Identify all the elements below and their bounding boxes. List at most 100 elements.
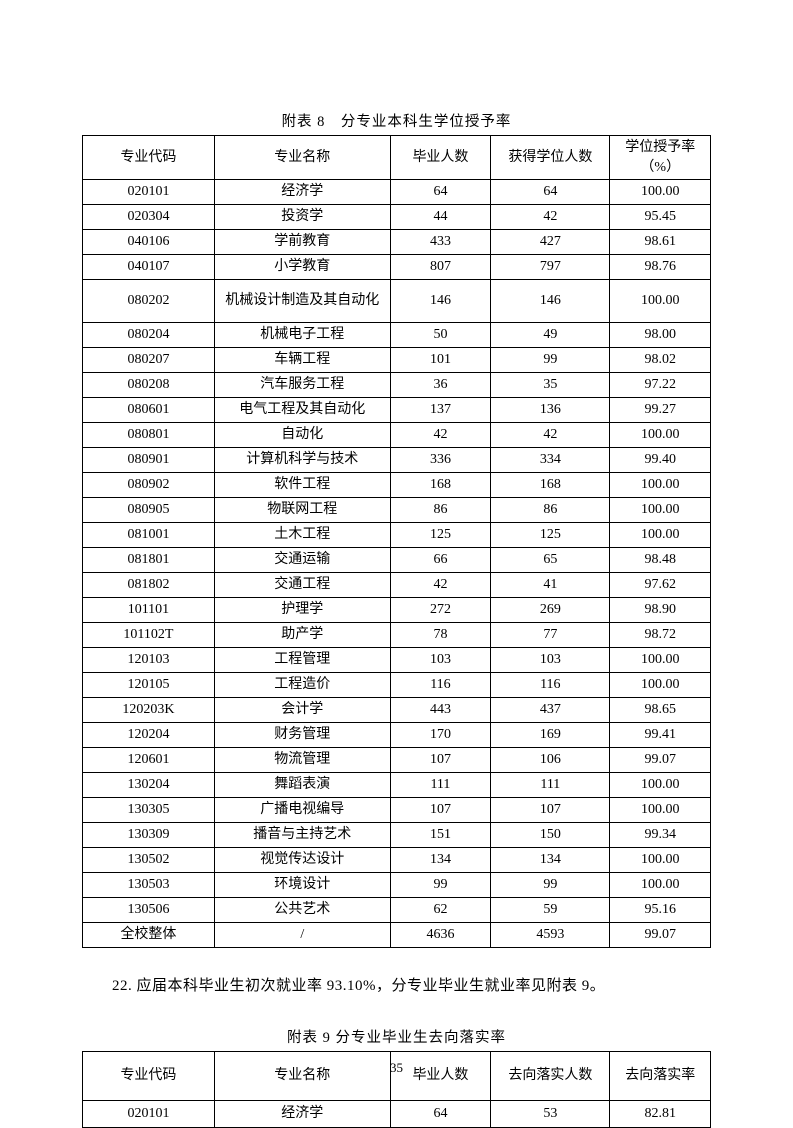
table-cell: 080902	[83, 473, 215, 498]
table-cell: 120105	[83, 673, 215, 698]
table-cell: 土木工程	[214, 523, 390, 548]
table-cell: 120204	[83, 723, 215, 748]
table-cell: 080202	[83, 280, 215, 323]
table-cell: 081001	[83, 523, 215, 548]
table-cell: 42	[491, 205, 610, 230]
table-cell: 98.90	[610, 598, 711, 623]
table-cell: 99.34	[610, 823, 711, 848]
table-cell: 44	[390, 205, 490, 230]
table-cell: 433	[390, 230, 490, 255]
table-cell: 42	[491, 423, 610, 448]
table-cell: 040107	[83, 255, 215, 280]
table-cell: 151	[390, 823, 490, 848]
table-row: 020304投资学444295.45	[83, 205, 711, 230]
table-row: 080801自动化4242100.00	[83, 423, 711, 448]
table-cell: 100.00	[610, 773, 711, 798]
table-cell: 经济学	[214, 180, 390, 205]
table-cell: 334	[491, 448, 610, 473]
table-cell: 98.76	[610, 255, 711, 280]
table-cell: 427	[491, 230, 610, 255]
table-cell: 42	[390, 573, 490, 598]
table-cell: 120103	[83, 648, 215, 673]
table-row: 081802交通工程424197.62	[83, 573, 711, 598]
table-cell: 4593	[491, 923, 610, 948]
table-cell: 机械设计制造及其自动化	[214, 280, 390, 323]
table-cell: 080901	[83, 448, 215, 473]
table-cell: 小学教育	[214, 255, 390, 280]
table-cell: 437	[491, 698, 610, 723]
table-row: 130503环境设计9999100.00	[83, 873, 711, 898]
table-cell: 42	[390, 423, 490, 448]
table-cell: 软件工程	[214, 473, 390, 498]
table-cell: 146	[491, 280, 610, 323]
table-cell: 080208	[83, 373, 215, 398]
table-cell: 125	[491, 523, 610, 548]
table-cell: 116	[491, 673, 610, 698]
table-cell: 视觉传达设计	[214, 848, 390, 873]
table-cell: 125	[390, 523, 490, 548]
table-cell: 99	[491, 348, 610, 373]
table-cell: 100.00	[610, 523, 711, 548]
col-major-code: 专业代码	[83, 136, 215, 180]
table-cell: 98.00	[610, 323, 711, 348]
table-cell: 助产学	[214, 623, 390, 648]
table-cell: 080204	[83, 323, 215, 348]
table-cell: 080801	[83, 423, 215, 448]
table-row: 130309播音与主持艺术15115099.34	[83, 823, 711, 848]
table-cell: 100.00	[610, 180, 711, 205]
table-cell: 4636	[390, 923, 490, 948]
table-cell: 98.72	[610, 623, 711, 648]
table-row: 130305广播电视编导107107100.00	[83, 798, 711, 823]
table-cell: 广播电视编导	[214, 798, 390, 823]
table-cell: 99.27	[610, 398, 711, 423]
table-cell: 040106	[83, 230, 215, 255]
table-cell: 107	[390, 798, 490, 823]
table-cell: 100.00	[610, 673, 711, 698]
table-cell: 66	[390, 548, 490, 573]
table-cell: 081802	[83, 573, 215, 598]
table-cell: 98.48	[610, 548, 711, 573]
table-cell: 64	[390, 1100, 490, 1127]
table-cell: 100.00	[610, 848, 711, 873]
table-cell: 020101	[83, 1100, 215, 1127]
table-row: 080204机械电子工程504998.00	[83, 323, 711, 348]
table-9-caption: 附表 9 分专业毕业生去向落实率	[82, 1026, 711, 1047]
table-cell: 机械电子工程	[214, 323, 390, 348]
table-cell: 交通运输	[214, 548, 390, 573]
table-cell: 100.00	[610, 473, 711, 498]
table-row: 020101经济学6464100.00	[83, 180, 711, 205]
table-cell: 82.81	[610, 1100, 711, 1127]
table-cell: 播音与主持艺术	[214, 823, 390, 848]
page-number: 35	[0, 1060, 793, 1076]
table-cell: 130502	[83, 848, 215, 873]
table-row: 020101经济学645382.81	[83, 1100, 711, 1127]
table-cell: 99.07	[610, 923, 711, 948]
table-cell: 物流管理	[214, 748, 390, 773]
table-row: 130506公共艺术625995.16	[83, 898, 711, 923]
table-cell: 电气工程及其自动化	[214, 398, 390, 423]
table-cell: 101101	[83, 598, 215, 623]
table-cell: 080601	[83, 398, 215, 423]
table-cell: 169	[491, 723, 610, 748]
table-cell: 36	[390, 373, 490, 398]
table-cell: 交通工程	[214, 573, 390, 598]
table-cell: 080905	[83, 498, 215, 523]
table-row: 130502视觉传达设计134134100.00	[83, 848, 711, 873]
table-cell: 99.07	[610, 748, 711, 773]
table-cell: 49	[491, 323, 610, 348]
table-cell: 101	[390, 348, 490, 373]
table-row: 080901计算机科学与技术33633499.40	[83, 448, 711, 473]
table-row: 080601电气工程及其自动化13713699.27	[83, 398, 711, 423]
table-cell: 自动化	[214, 423, 390, 448]
table-row: 081001土木工程125125100.00	[83, 523, 711, 548]
table-row: 080208汽车服务工程363597.22	[83, 373, 711, 398]
table-cell: 77	[491, 623, 610, 648]
table-row: 081801交通运输666598.48	[83, 548, 711, 573]
table-cell: 99.40	[610, 448, 711, 473]
table-cell: 107	[390, 748, 490, 773]
table-cell: 会计学	[214, 698, 390, 723]
table-cell: 100.00	[610, 873, 711, 898]
table-cell: 59	[491, 898, 610, 923]
table-row: 040107小学教育80779798.76	[83, 255, 711, 280]
table-cell: 舞蹈表演	[214, 773, 390, 798]
